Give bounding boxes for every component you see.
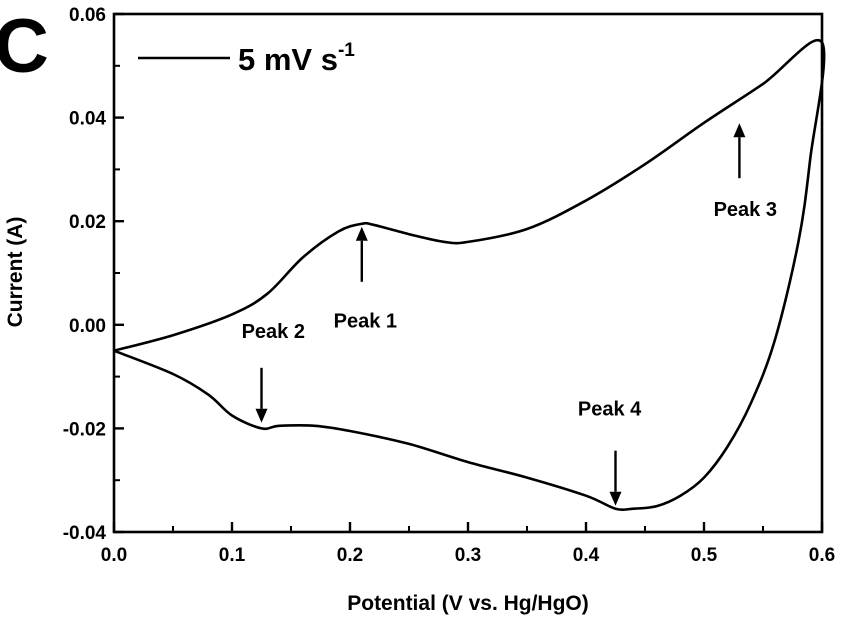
x-tick-label: 0.5 bbox=[691, 545, 718, 566]
legend-label: 5 mV s-1 bbox=[238, 40, 355, 77]
legend: 5 mV s-1 bbox=[138, 40, 355, 77]
legend-label-superscript: -1 bbox=[338, 40, 355, 61]
x-tick-label: 0.3 bbox=[455, 545, 481, 566]
peak-2-label: Peak 2 bbox=[242, 321, 305, 343]
y-axis: -0.04 -0.02 0.00 0.02 0.04 0.06 bbox=[63, 5, 124, 544]
y-tick-label: 0.00 bbox=[69, 316, 106, 337]
y-tick-label: 0.06 bbox=[69, 5, 106, 26]
x-tick-label: 0.0 bbox=[101, 545, 127, 566]
y-tick-label: -0.02 bbox=[63, 419, 106, 440]
series-line-5mv bbox=[113, 38, 826, 512]
x-tick-label: 0.2 bbox=[337, 545, 363, 566]
x-axis-label: Potential (V vs. Hg/HgO) bbox=[347, 592, 589, 615]
y-axis-label: Current (A) bbox=[4, 217, 27, 328]
x-axis: 0.0 0.1 0.2 0.3 0.4 0.5 0.6 bbox=[101, 522, 835, 566]
x-tick-label: 0.1 bbox=[219, 545, 246, 566]
peak-3-label: Peak 3 bbox=[714, 199, 777, 221]
peak-4-label: Peak 4 bbox=[578, 398, 642, 420]
peak-1-arrow-head bbox=[355, 226, 368, 241]
x-tick-label: 0.6 bbox=[809, 545, 835, 566]
panel-label: C bbox=[0, 4, 49, 89]
y-tick-label: 0.02 bbox=[69, 212, 106, 233]
plot-area bbox=[112, 12, 824, 534]
y-tick-label: 0.04 bbox=[69, 109, 106, 130]
legend-label-text: 5 mV s bbox=[238, 42, 338, 77]
plot-frame bbox=[112, 12, 824, 534]
y-tick-label: -0.04 bbox=[63, 523, 107, 544]
peak-2-arrow-head bbox=[255, 408, 268, 423]
x-tick-label: 0.4 bbox=[573, 545, 600, 566]
peak-annotations: Peak 1 Peak 2 Peak 3 Peak 4 bbox=[242, 123, 777, 506]
peak-3-arrow-head bbox=[733, 123, 746, 138]
peak-1-label: Peak 1 bbox=[334, 310, 397, 332]
peak-4-arrow-head bbox=[609, 491, 622, 506]
